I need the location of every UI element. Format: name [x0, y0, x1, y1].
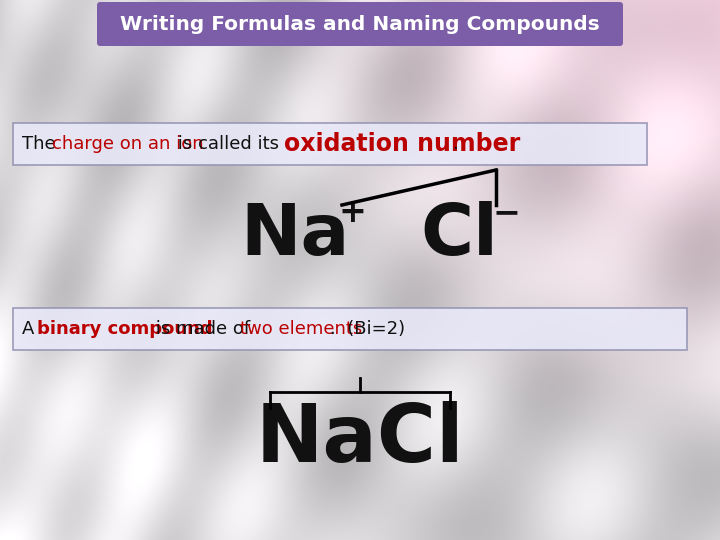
Text: is made of: is made of	[150, 320, 256, 338]
Text: NaCl: NaCl	[256, 401, 464, 479]
Text: oxidation number: oxidation number	[284, 132, 521, 156]
Text: binary compound: binary compound	[37, 320, 212, 338]
Text: two elements: two elements	[240, 320, 361, 338]
Text: Na: Na	[240, 200, 349, 269]
Text: is called its: is called its	[172, 135, 284, 153]
Text: .  (Bi=2): . (Bi=2)	[330, 320, 405, 338]
Text: .: .	[452, 135, 458, 153]
Text: −: −	[492, 197, 520, 230]
Text: The: The	[22, 135, 61, 153]
FancyBboxPatch shape	[13, 308, 687, 350]
Text: A: A	[22, 320, 40, 338]
Text: Writing Formulas and Naming Compounds: Writing Formulas and Naming Compounds	[120, 15, 600, 33]
FancyBboxPatch shape	[13, 123, 647, 165]
Text: charge on an ion: charge on an ion	[52, 135, 204, 153]
FancyBboxPatch shape	[97, 2, 623, 46]
Text: Cl: Cl	[420, 200, 498, 269]
Text: +: +	[338, 197, 366, 230]
